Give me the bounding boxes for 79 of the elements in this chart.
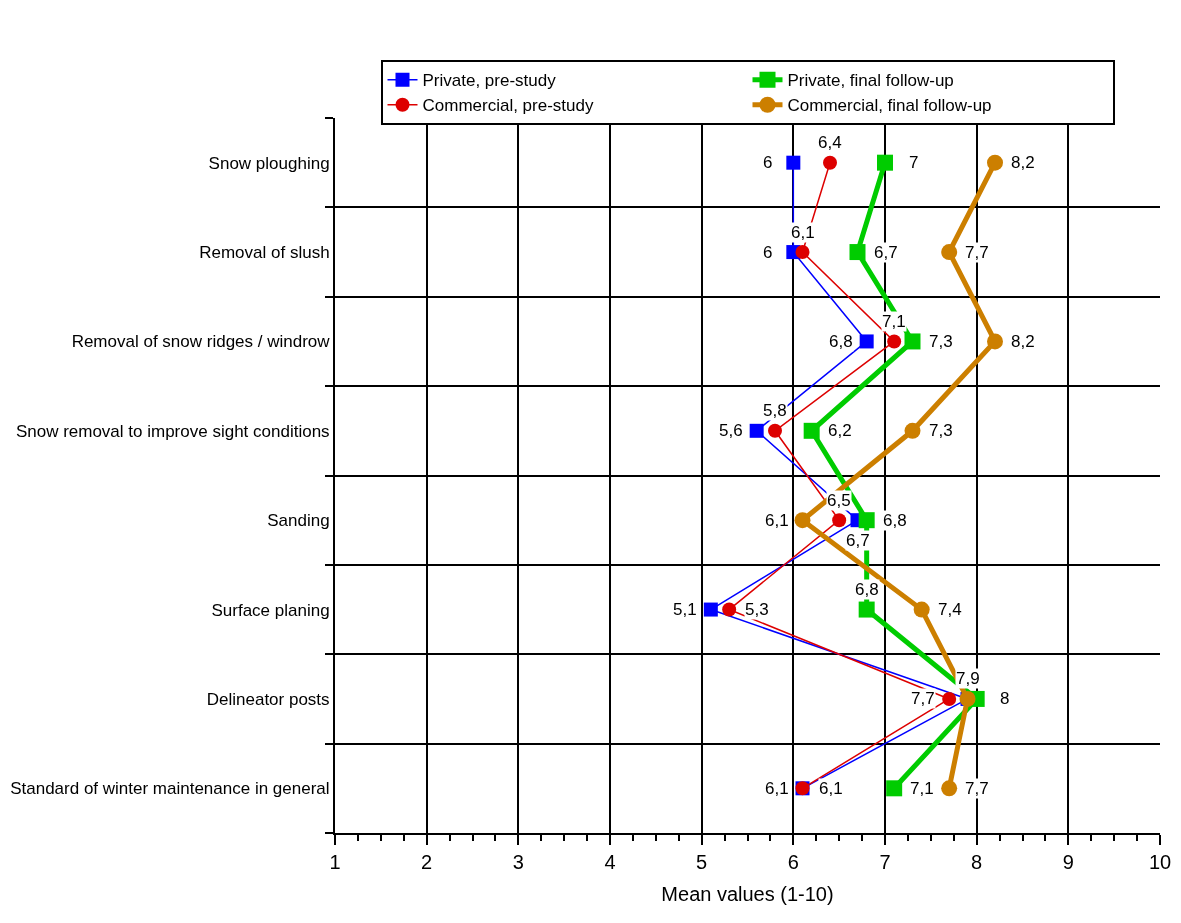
x-tick-label: 7 [879, 851, 891, 873]
data-label: 5,6 [719, 421, 743, 440]
data-label: 6,4 [818, 133, 842, 152]
x-tick-label: 3 [512, 851, 524, 873]
data-label: 8,2 [1011, 153, 1035, 172]
data-label: 6,1 [765, 511, 789, 530]
point [722, 602, 737, 617]
data-label: 6,1 [819, 779, 843, 798]
data-label: 8,2 [1011, 332, 1035, 351]
x-tick-label: 6 [787, 851, 799, 873]
point [832, 513, 847, 528]
data-label: 7 [909, 153, 919, 172]
x-tick-label: 2 [421, 851, 433, 873]
legend-label: Private, final follow-up [787, 71, 954, 91]
point [859, 334, 874, 349]
point [823, 155, 837, 170]
data-label: 6,8 [855, 580, 879, 599]
point [768, 423, 782, 438]
data-label: 7,1 [882, 312, 906, 331]
data-label: 6,8 [829, 332, 853, 351]
y-tick-label: Delineator posts [206, 689, 330, 709]
data-label: 6,2 [828, 421, 852, 440]
point [858, 601, 875, 618]
point [795, 245, 810, 260]
point [849, 244, 866, 261]
point [904, 333, 921, 350]
data-label: 6,8 [883, 511, 907, 530]
data-label: 7,3 [929, 332, 953, 351]
point [941, 780, 958, 797]
data-label: 5,3 [745, 600, 769, 619]
y-tick-label: Sanding [267, 511, 330, 531]
data-label: 8 [1000, 689, 1010, 708]
x-axis-title: Mean values (1-10) [661, 883, 834, 905]
data-label: 7,3 [929, 421, 953, 440]
point [749, 423, 764, 438]
y-tick-label: Surface planing [211, 600, 330, 620]
data-label: 7,1 [910, 779, 934, 798]
x-tick-label: 8 [971, 851, 983, 873]
x-tick-label: 4 [604, 851, 616, 873]
data-label: 7,7 [965, 779, 989, 798]
point [987, 154, 1003, 171]
point [886, 780, 903, 797]
legend-label: Private, pre-study [422, 71, 557, 91]
point [887, 334, 902, 349]
point [786, 155, 801, 170]
point [942, 691, 957, 706]
data-label: 5,1 [673, 600, 697, 619]
data-label: 6,7 [846, 531, 870, 550]
data-label: 5,8 [763, 401, 787, 420]
data-label: 7,7 [965, 243, 989, 262]
y-tick-label: Removal of slush [199, 243, 330, 263]
data-label: 6,1 [765, 779, 789, 798]
point [703, 602, 718, 617]
y-tick-label: Snow ploughing [208, 153, 330, 173]
data-label: 6,5 [827, 491, 851, 510]
y-tick-label: Removal of snow ridges / windrow [71, 332, 331, 352]
x-tick-label: 1 [329, 851, 341, 873]
legend-label: Commercial, final follow-up [787, 96, 992, 116]
x-tick-label: 5 [696, 851, 708, 873]
data-label: 6,7 [874, 243, 898, 262]
point [913, 601, 930, 618]
point [904, 422, 921, 439]
x-tick-label: 10 [1148, 851, 1172, 873]
y-tick-label: Snow removal to improve sight conditions [15, 421, 330, 441]
y-tick-label: Standard of winter maintenance in general [10, 779, 330, 799]
point [941, 244, 958, 261]
point [858, 512, 875, 529]
point [987, 333, 1003, 350]
point [803, 422, 820, 439]
data-label: 7,4 [938, 600, 962, 619]
point [794, 512, 811, 529]
data-label: 6,1 [791, 223, 815, 242]
data-label: 6 [763, 153, 773, 172]
data-label: 7,7 [911, 689, 935, 708]
x-tick-label: 9 [1062, 851, 1074, 873]
data-label: 7,9 [956, 669, 980, 688]
legend-label: Commercial, pre-study [422, 96, 594, 116]
data-label: 6 [763, 243, 773, 262]
point [877, 154, 893, 171]
